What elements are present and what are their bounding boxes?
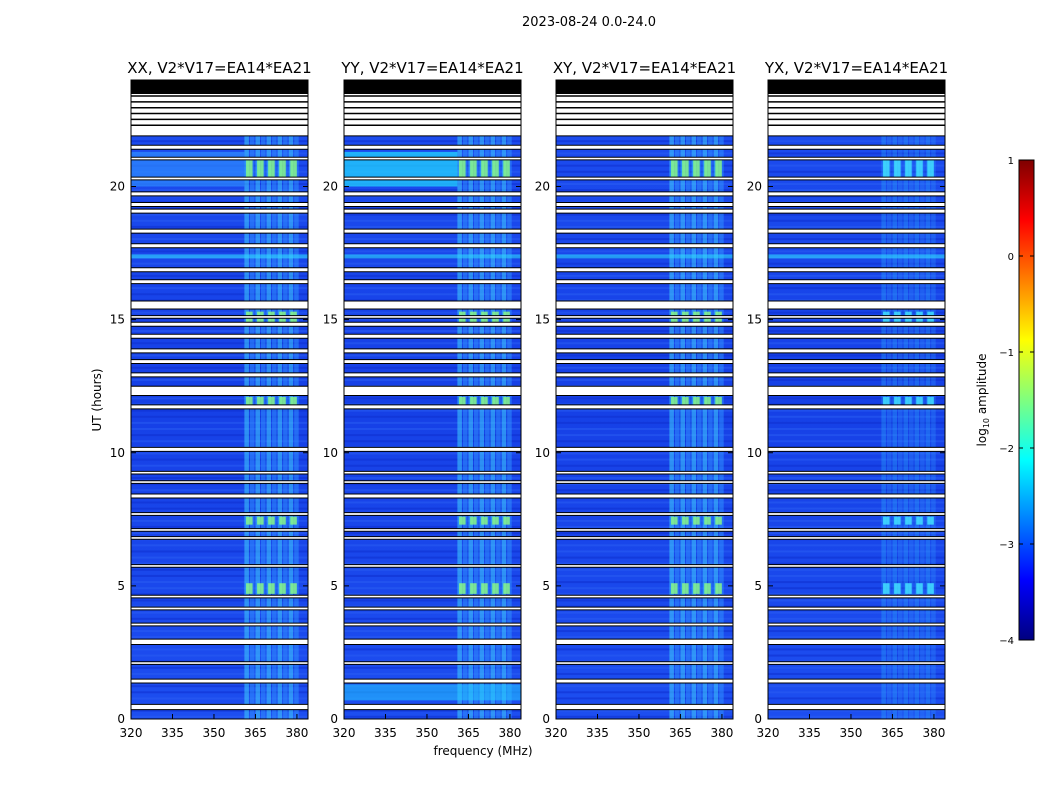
x-tick-label: 365 (669, 726, 692, 740)
y-tick-label: 20 (110, 180, 125, 194)
x-tick-label: 380 (498, 726, 521, 740)
y-tick-label: 20 (323, 180, 338, 194)
y-tick-label: 0 (330, 712, 338, 726)
x-tick-label: 335 (586, 726, 609, 740)
y-tick-label: 0 (542, 712, 550, 726)
x-tick-label: 320 (120, 726, 143, 740)
y-axis-label: UT (hours) (90, 368, 104, 431)
y-tick-label: 10 (535, 446, 550, 460)
x-tick-label: 380 (922, 726, 945, 740)
y-tick-label: 5 (117, 579, 125, 593)
x-tick-label: 320 (545, 726, 568, 740)
x-axis-label: frequency (MHz) (433, 744, 532, 758)
y-tick-label: 10 (323, 446, 338, 460)
y-tick-label: 10 (747, 446, 762, 460)
colorbar-label: log10 amplitude (975, 354, 991, 447)
x-tick-label: 380 (285, 726, 308, 740)
x-tick-label: 320 (333, 726, 356, 740)
panels-group: XX, V2*V17=EA14*EA21 320 335 350 365 380 0 5 10 1… (110, 59, 948, 740)
colorbar-gradient (1018, 159, 1035, 641)
x-tick-label: 350 (628, 726, 651, 740)
y-tick-label: 15 (323, 313, 338, 327)
x-tick-label: 320 (757, 726, 780, 740)
colorbar-tick-label: −2 (999, 444, 1014, 455)
y-tick-label: 10 (110, 446, 125, 460)
y-tick-label: 0 (117, 712, 125, 726)
x-tick-label: 365 (457, 726, 480, 740)
panel-title: XX, V2*V17=EA14*EA21 (127, 59, 311, 77)
y-tick-label: 5 (542, 579, 550, 593)
panel-title: YY, V2*V17=EA14*EA21 (340, 59, 523, 77)
colorbar-tick-label: 1 (1008, 156, 1014, 167)
y-tick-label: 0 (754, 712, 762, 726)
panel: YX, V2*V17=EA14*EA21 320 335 350 365 380 0 5 10 1… (747, 59, 948, 740)
x-tick-label: 380 (710, 726, 733, 740)
x-tick-label: 365 (881, 726, 904, 740)
figure-title: 2023-08-24 0.0-24.0 (522, 15, 656, 30)
panel-title: YX, V2*V17=EA14*EA21 (764, 59, 948, 77)
panel-title: XY, V2*V17=EA14*EA21 (553, 59, 736, 77)
colorbar: 1 0 −1 −2 −3 −4 (999, 156, 1035, 647)
colorbar-tick-label: −4 (999, 636, 1014, 647)
y-tick-label: 20 (535, 180, 550, 194)
x-tick-label: 350 (203, 726, 226, 740)
y-tick-label: 5 (330, 579, 338, 593)
x-tick-label: 350 (416, 726, 439, 740)
x-tick-label: 350 (840, 726, 863, 740)
colorbar-tick-label: −3 (999, 540, 1014, 551)
panel: YY, V2*V17=EA14*EA21 320 335 350 365 380 0 5 10 1… (323, 59, 524, 740)
colorbar-tick-label: 0 (1008, 252, 1014, 263)
colorbar-tick-label: −1 (999, 348, 1014, 359)
panel: XY, V2*V17=EA14*EA21 320 335 350 365 380 0 5 10 1… (535, 59, 736, 740)
y-tick-label: 15 (747, 313, 762, 327)
panel: XX, V2*V17=EA14*EA21 320 335 350 365 380 0 5 10 1… (110, 59, 312, 740)
x-tick-label: 335 (798, 726, 821, 740)
x-tick-label: 335 (161, 726, 184, 740)
y-tick-label: 20 (747, 180, 762, 194)
x-tick-label: 365 (244, 726, 267, 740)
y-tick-label: 15 (110, 313, 125, 327)
y-tick-label: 15 (535, 313, 550, 327)
x-tick-label: 335 (374, 726, 397, 740)
y-tick-label: 5 (754, 579, 762, 593)
